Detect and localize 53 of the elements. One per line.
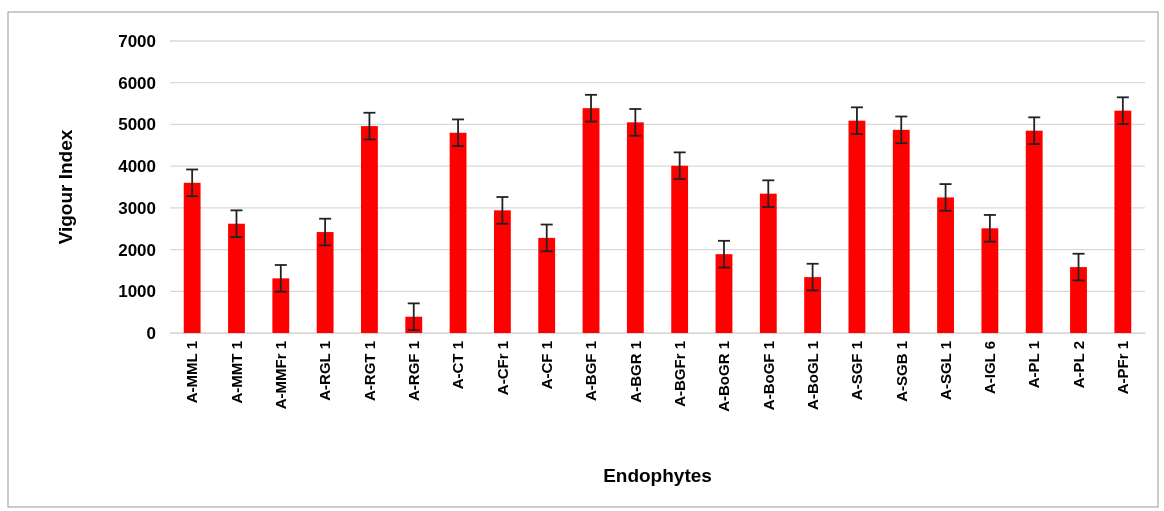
x-tick-label: A-CT 1	[449, 341, 467, 390]
x-tick-label: A-BoGR 1	[715, 341, 733, 412]
x-tick-label: A-PL 1	[1025, 341, 1043, 389]
x-tick-label: A-SGF 1	[848, 341, 866, 401]
y-tick-label: 0	[146, 323, 156, 343]
bar	[1114, 110, 1132, 333]
x-tick-label: A-MMT 1	[227, 341, 245, 404]
x-axis-title: Endophytes	[603, 465, 712, 486]
bar	[671, 165, 689, 333]
y-tick-label: 7000	[118, 31, 156, 51]
bar	[981, 228, 999, 333]
x-tick-label: A-IGL 6	[981, 341, 999, 395]
y-tick-label: 5000	[118, 115, 156, 135]
bar	[759, 193, 777, 333]
y-axis-title: Vigour Index	[55, 129, 76, 245]
bar	[272, 278, 290, 333]
y-tick-label: 3000	[118, 198, 156, 218]
bar	[316, 232, 334, 333]
x-tick-label: A-BoGF 1	[759, 341, 777, 411]
y-tick-label: 6000	[118, 73, 156, 93]
bar	[804, 277, 822, 333]
bar	[937, 197, 954, 333]
y-tick-label: 1000	[118, 282, 156, 302]
x-tick-label: A-CF 1	[537, 341, 555, 390]
bar	[449, 132, 467, 333]
x-tick-label: A-BoGL 1	[803, 341, 821, 410]
bar	[538, 237, 556, 333]
x-tick-label: A-MML 1	[183, 341, 201, 404]
bar	[1025, 130, 1043, 333]
x-tick-label: A-BGR 1	[626, 341, 644, 403]
x-tick-label: A-SGB 1	[892, 341, 910, 402]
y-tick-label: 2000	[118, 240, 156, 260]
x-tick-label: A-RGL 1	[316, 341, 334, 401]
x-tick-label: A-PFr 1	[1114, 341, 1132, 395]
bar	[361, 126, 378, 333]
bar	[848, 120, 866, 333]
bar	[715, 254, 733, 333]
bar	[626, 122, 644, 333]
x-tick-label: A-SGL 1	[936, 341, 954, 400]
bar	[1070, 267, 1087, 333]
bar	[228, 223, 245, 333]
bar	[493, 210, 511, 333]
bar	[183, 182, 201, 333]
x-tick-label: A-PL 2	[1069, 341, 1087, 389]
bar	[892, 129, 910, 333]
x-tick-label: A-MMFr 1	[272, 341, 290, 410]
x-tick-label: A-BGFr 1	[670, 341, 688, 407]
x-tick-label: A-RGT 1	[360, 341, 378, 401]
x-tick-label: A-BGF 1	[582, 341, 600, 401]
x-tick-label: A-RGF 1	[405, 341, 422, 401]
y-tick-label: 4000	[118, 157, 156, 177]
x-tick-label: A-CFr 1	[493, 341, 511, 396]
bar	[582, 108, 600, 333]
